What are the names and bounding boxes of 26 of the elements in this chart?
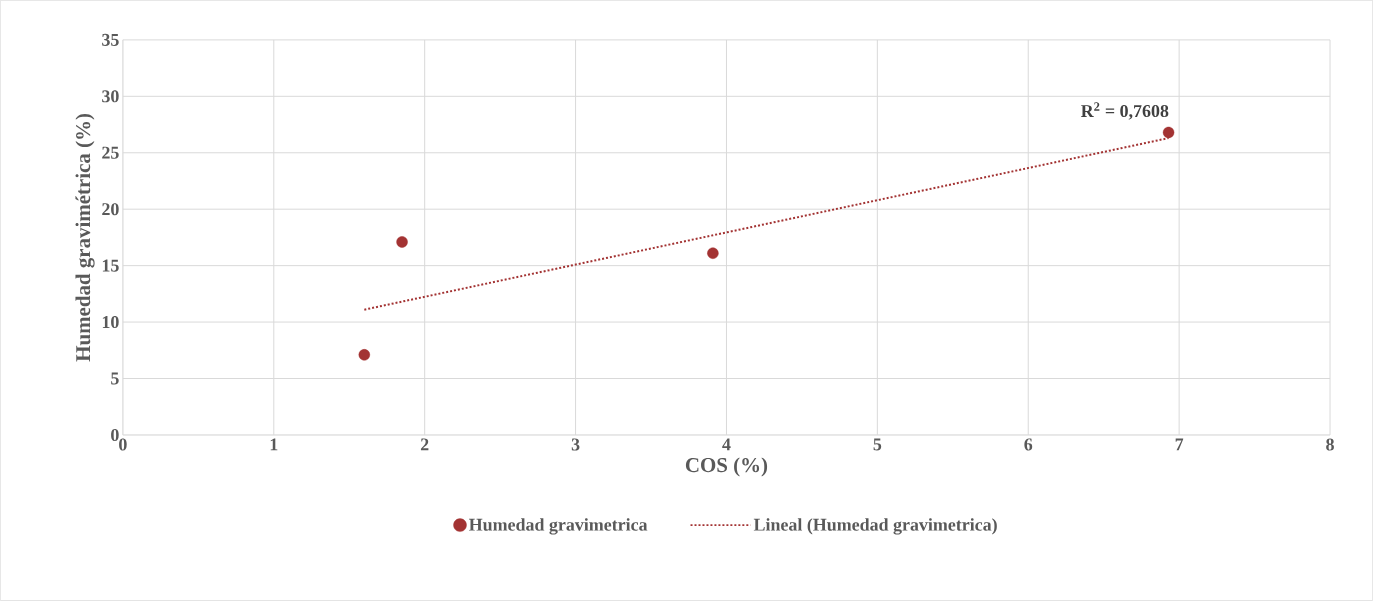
x-axis-title: COS (%) xyxy=(685,457,768,477)
y-tick-label: 15 xyxy=(102,259,119,272)
point xyxy=(396,236,408,248)
x-tick-label: 8 xyxy=(1326,438,1334,451)
y-tick-label: 0 xyxy=(111,428,119,442)
y-tick-label: 5 xyxy=(111,372,119,385)
y-tick-label: 10 xyxy=(102,316,119,329)
x-tick-label: 6 xyxy=(1024,438,1033,451)
point xyxy=(358,349,371,361)
point xyxy=(707,247,719,259)
legend-label: Lineal (Humedad gravimetrica) xyxy=(753,518,997,535)
y-tick-label: 35 xyxy=(102,33,119,46)
x-tick-label: 3 xyxy=(571,438,580,451)
x-tick-label: 0 xyxy=(119,438,127,451)
y-tick-label: 30 xyxy=(102,90,119,103)
legend-label: Humedad gravimetrica xyxy=(469,518,648,535)
y-tick-label: 25 xyxy=(102,146,119,159)
x-tick-label: 5 xyxy=(873,438,882,451)
point xyxy=(1162,126,1175,139)
y-axis-title: Humedad gravimétrica (%) xyxy=(75,114,95,362)
x-tick-label: 7 xyxy=(1175,438,1184,451)
x-tick-label: 4 xyxy=(722,438,731,451)
x-tick-label: 1 xyxy=(270,438,278,451)
x-tick-label: 2 xyxy=(420,438,429,451)
annotation: R$^{2}$ = 0,7608 xyxy=(1081,102,1169,120)
y-tick-label: 20 xyxy=(102,203,119,216)
